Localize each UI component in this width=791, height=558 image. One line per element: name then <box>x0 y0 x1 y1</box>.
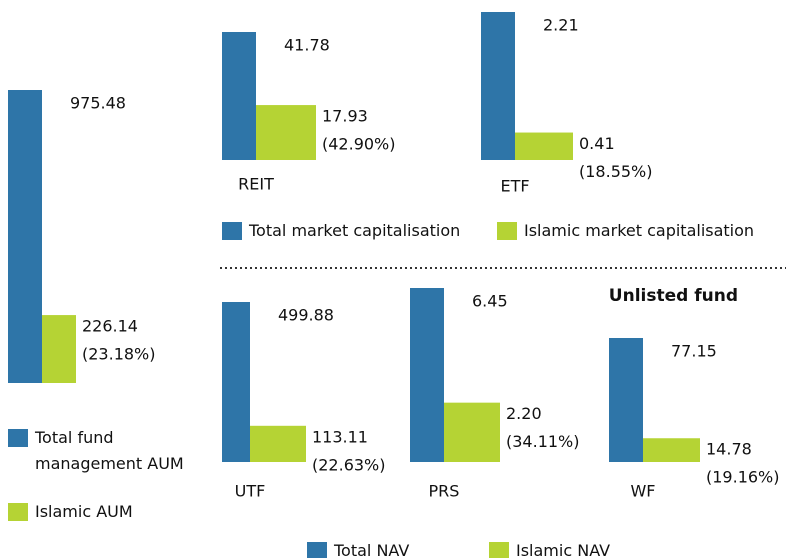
data-label: 17.93 <box>322 107 368 126</box>
legend-swatch <box>307 542 327 558</box>
data-label: 6.45 <box>472 292 508 311</box>
share-label: (34.11%) <box>506 432 580 451</box>
legend-swatch <box>497 222 517 240</box>
x-tick-label: PRS <box>429 482 460 501</box>
x-tick-label: WF <box>630 482 655 501</box>
data-label: 2.20 <box>506 404 542 423</box>
x-tick-label: ETF <box>500 177 529 196</box>
bar <box>481 12 515 160</box>
data-label: 41.78 <box>284 36 330 55</box>
legend-label: Islamic market capitalisation <box>524 221 755 240</box>
legend-swatch <box>8 503 28 521</box>
data-label: 975.48 <box>70 94 126 113</box>
share-label: (22.63%) <box>312 455 386 474</box>
share-label: (18.55%) <box>579 162 653 181</box>
share-label: (23.18%) <box>82 345 156 364</box>
data-label: 2.21 <box>543 16 579 35</box>
legend-swatch <box>489 542 509 558</box>
bar <box>410 288 444 462</box>
bar <box>222 302 250 462</box>
share-label: (42.90%) <box>322 135 396 154</box>
data-label: 14.78 <box>706 440 752 459</box>
data-label: 113.11 <box>312 427 368 446</box>
data-label: 0.41 <box>579 134 615 153</box>
legend-label: Total market capitalisation <box>249 221 461 240</box>
bar <box>256 105 316 160</box>
bar <box>8 90 42 383</box>
share-label: (19.16%) <box>706 468 780 487</box>
legend-label: Total fund management AUM <box>35 428 184 473</box>
legend-swatch <box>222 222 242 240</box>
legend-label: Islamic NAV <box>516 541 611 558</box>
legend-label: Total NAV <box>334 541 410 558</box>
bar <box>222 32 256 160</box>
bar <box>643 438 700 462</box>
data-label: 226.14 <box>82 317 138 336</box>
x-tick-label: UTF <box>235 482 266 501</box>
bar <box>609 338 643 462</box>
legend-label: Islamic AUM <box>35 502 133 521</box>
bar <box>42 315 76 383</box>
chart-title: Unlisted fund <box>609 286 738 306</box>
bar <box>444 402 500 462</box>
legend-swatch <box>8 429 28 447</box>
data-label: 499.88 <box>278 306 334 325</box>
data-label: 77.15 <box>671 342 717 361</box>
bar <box>515 132 573 160</box>
x-tick-label: REIT <box>238 175 274 194</box>
bar <box>250 425 306 462</box>
